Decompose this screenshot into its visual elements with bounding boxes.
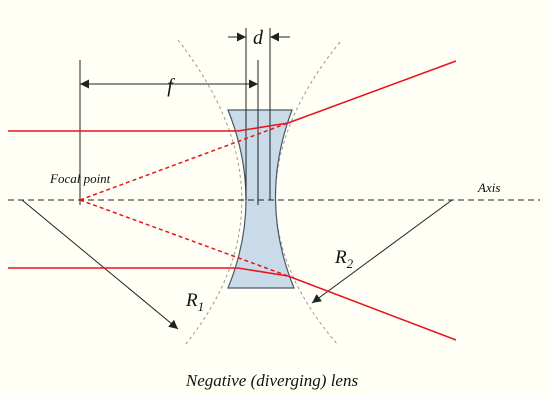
axis-label: Axis — [477, 180, 500, 195]
upper-virtual-ray — [79, 122, 289, 201]
lower-virtual-ray — [79, 199, 289, 277]
diagram-caption: Negative (diverging) lens — [185, 371, 359, 390]
thickness-label: d — [253, 27, 264, 49]
right-curvature-arc — [275, 41, 341, 346]
lens-body — [227, 109, 295, 289]
focal-point-label: Focal point — [49, 171, 111, 186]
radius-2-label: R2 — [334, 247, 354, 271]
upper-ray-in-lens — [237, 122, 289, 132]
lower-outgoing-ray — [287, 275, 457, 341]
lower-ray-in-lens — [237, 267, 289, 277]
focal-length-label: f — [167, 75, 175, 97]
radius-1-label: R1 — [185, 290, 204, 314]
radius-1-arrow — [21, 199, 179, 330]
radius-2-arrow — [311, 199, 453, 304]
upper-outgoing-ray — [287, 60, 457, 124]
